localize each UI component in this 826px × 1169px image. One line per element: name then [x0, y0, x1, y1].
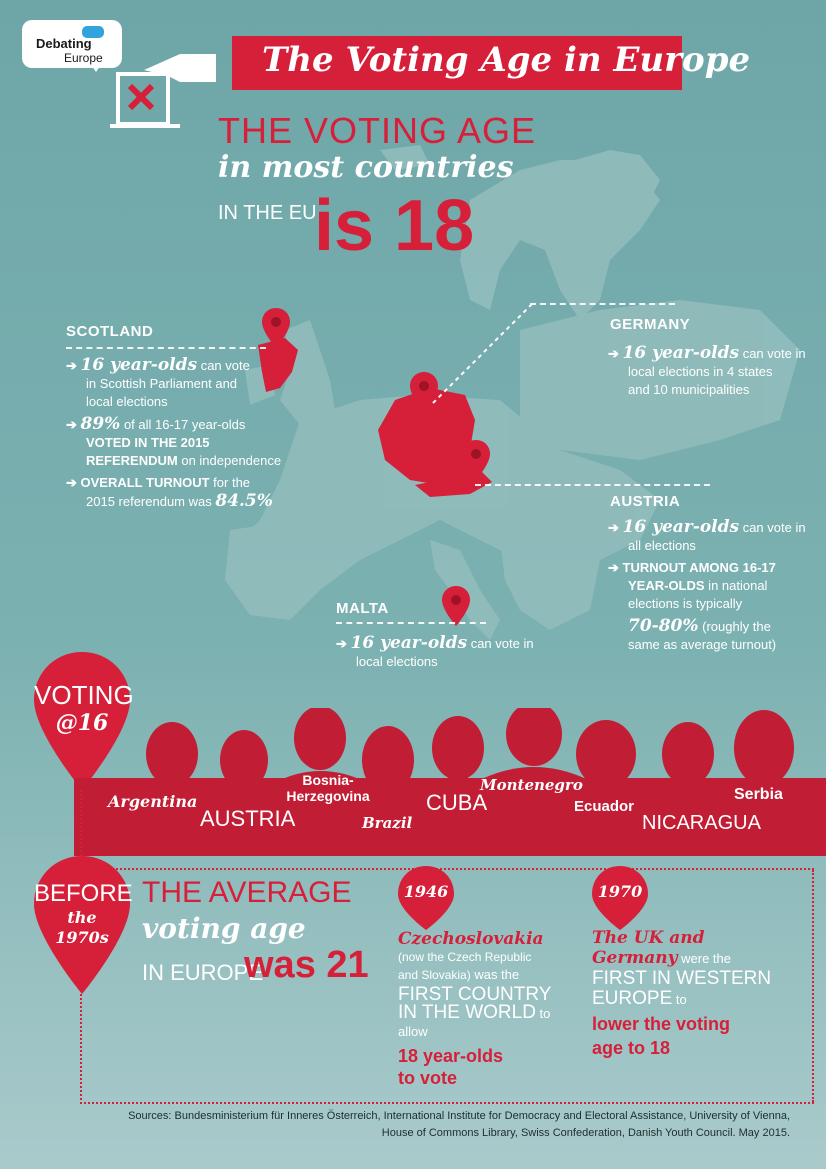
- country-argentina: Argentina: [108, 792, 198, 811]
- map-pin-icon: [462, 440, 490, 480]
- headline-line1: THE VOTING AGE: [218, 110, 537, 151]
- logo-bubble: [22, 20, 122, 68]
- austria-shape: [415, 470, 492, 497]
- country-montenegro: Montenegro: [480, 776, 583, 794]
- before-line1: BEFORE: [34, 880, 133, 907]
- average-line1: THE AVERAGE: [142, 876, 352, 909]
- year1946-badge: [398, 866, 454, 930]
- country-nicaragua: NICARAGUA: [642, 812, 761, 834]
- year1970-badge: [592, 866, 648, 930]
- austria-divider: [475, 484, 710, 486]
- austria-title: AUSTRIA: [610, 493, 681, 510]
- germany-title: GERMANY: [610, 316, 691, 333]
- germany-shape: [378, 388, 478, 485]
- silhouettes-group: [74, 708, 826, 856]
- speech-bubble-icon: [82, 26, 104, 38]
- headline-line3: IN THE EU: [218, 202, 317, 224]
- scotland-shape: [258, 338, 298, 392]
- timeline-top: [80, 868, 814, 870]
- ballot-box-icon: [110, 54, 216, 128]
- map-pin-icon: [262, 308, 290, 348]
- before1970s-pin: [34, 856, 130, 994]
- timeline-right: [812, 870, 814, 1102]
- country-ecuador: Ecuador: [574, 798, 635, 815]
- headline-line4: is 18: [314, 186, 475, 266]
- malta-facts: ➔ 16 year-olds can vote in local electio…: [336, 633, 534, 669]
- title-banner: [232, 36, 682, 90]
- austria-facts: ➔ 16 year-olds can vote in all elections…: [608, 517, 806, 652]
- year1946: 1946: [403, 882, 449, 901]
- map-pin-icon: [410, 372, 438, 412]
- logo-text-debating: Debating: [36, 36, 92, 51]
- map-pin-icon: [442, 586, 470, 626]
- voting16-line2: @16: [55, 710, 109, 736]
- germany-facts: ➔ 16 year-olds can vote in local electio…: [608, 343, 806, 397]
- before-line2: the: [67, 908, 97, 927]
- voting16-pin: [34, 652, 130, 790]
- fact-1946: Czechoslovakia (now the Czech Republic a…: [398, 929, 552, 1088]
- scotland-title: SCOTLAND: [66, 323, 154, 340]
- before-line3: 1970s: [55, 928, 109, 947]
- country-bosnia: Bosnia- Herzegovina: [286, 772, 370, 804]
- malta-divider: [336, 622, 486, 624]
- page-title: The Voting Age in Europe: [262, 40, 751, 80]
- average-line4: was 21: [244, 944, 369, 986]
- scotland-facts: ➔ 16 year-olds can vote in Scottish Parl…: [66, 355, 282, 511]
- sources: Sources: Bundesministerium für Inneres Ö…: [128, 1110, 790, 1139]
- average-line2: voting age: [142, 912, 306, 945]
- country-austria: AUSTRIA: [200, 806, 296, 831]
- logo-tail: [88, 60, 104, 72]
- malta-title: MALTA: [336, 600, 389, 617]
- country-serbia: Serbia: [734, 786, 783, 803]
- germany-connector: [431, 303, 533, 405]
- country-brazil: Brazil: [362, 814, 413, 832]
- germany-divider: [530, 303, 675, 305]
- scotland-divider: [66, 347, 266, 349]
- europe-map: [225, 145, 800, 640]
- country-cuba: CUBA: [426, 790, 488, 815]
- logo-text-europe: Europe: [64, 51, 103, 65]
- timeline-bottom: [80, 1102, 814, 1104]
- voting16-line1: VOTING: [34, 680, 134, 710]
- headline-line2: in most countries: [218, 150, 514, 185]
- average-line3: IN EUROPE: [142, 960, 264, 985]
- year1970: 1970: [597, 882, 643, 901]
- fact-1970: The UK and Germany were the FIRST IN WES…: [592, 928, 772, 1058]
